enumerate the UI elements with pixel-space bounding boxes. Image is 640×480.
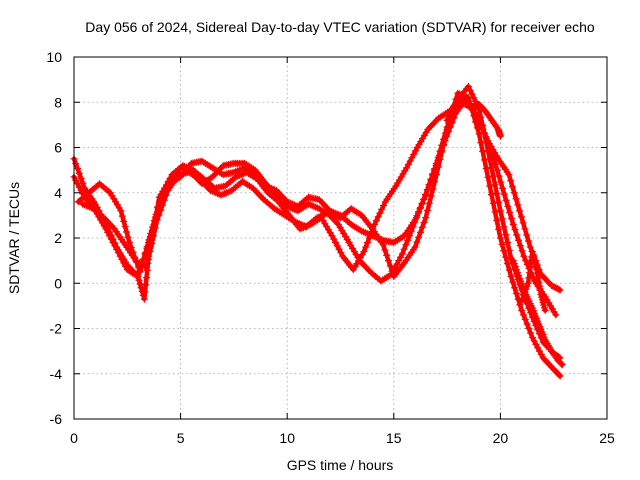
x-tick-label: 25 (599, 430, 615, 446)
y-tick-label: -4 (50, 366, 63, 382)
y-tick-label: 8 (54, 94, 62, 110)
data-traces (70, 82, 566, 380)
series-markers (518, 248, 549, 314)
y-tick-label: 4 (54, 185, 62, 201)
y-tick-label: 2 (54, 230, 62, 246)
y-axis-label: SDTVAR / TECUs (6, 182, 22, 294)
series-trace-1 (70, 89, 564, 380)
y-tick-label: 10 (46, 49, 62, 65)
series-line (80, 95, 563, 293)
series-trace-4 (79, 94, 564, 294)
y-tick-label: -2 (50, 321, 63, 337)
y-axis-ticks: -6 -4 -2 0 2 4 6 8 10 (46, 49, 607, 427)
x-tick-label: 20 (493, 430, 509, 446)
x-axis-ticks: 0 5 10 15 20 25 (70, 57, 615, 446)
series-markers (79, 94, 564, 294)
y-tick-label: -6 (50, 411, 63, 427)
chart-title: Day 056 of 2024, Sidereal Day-to-day VTE… (85, 19, 595, 35)
series-trace-7 (518, 248, 549, 314)
x-axis-label: GPS time / hours (287, 457, 394, 473)
y-tick-label: 0 (54, 275, 62, 291)
series-markers (70, 89, 564, 380)
x-tick-label: 15 (386, 430, 402, 446)
x-tick-label: 5 (177, 430, 185, 446)
series-markers (443, 94, 504, 140)
x-tick-label: 10 (279, 430, 295, 446)
y-tick-label: 6 (54, 140, 62, 156)
x-tick-label: 0 (70, 430, 78, 446)
series-trace-6 (509, 257, 566, 369)
series-trace-5 (443, 94, 504, 140)
